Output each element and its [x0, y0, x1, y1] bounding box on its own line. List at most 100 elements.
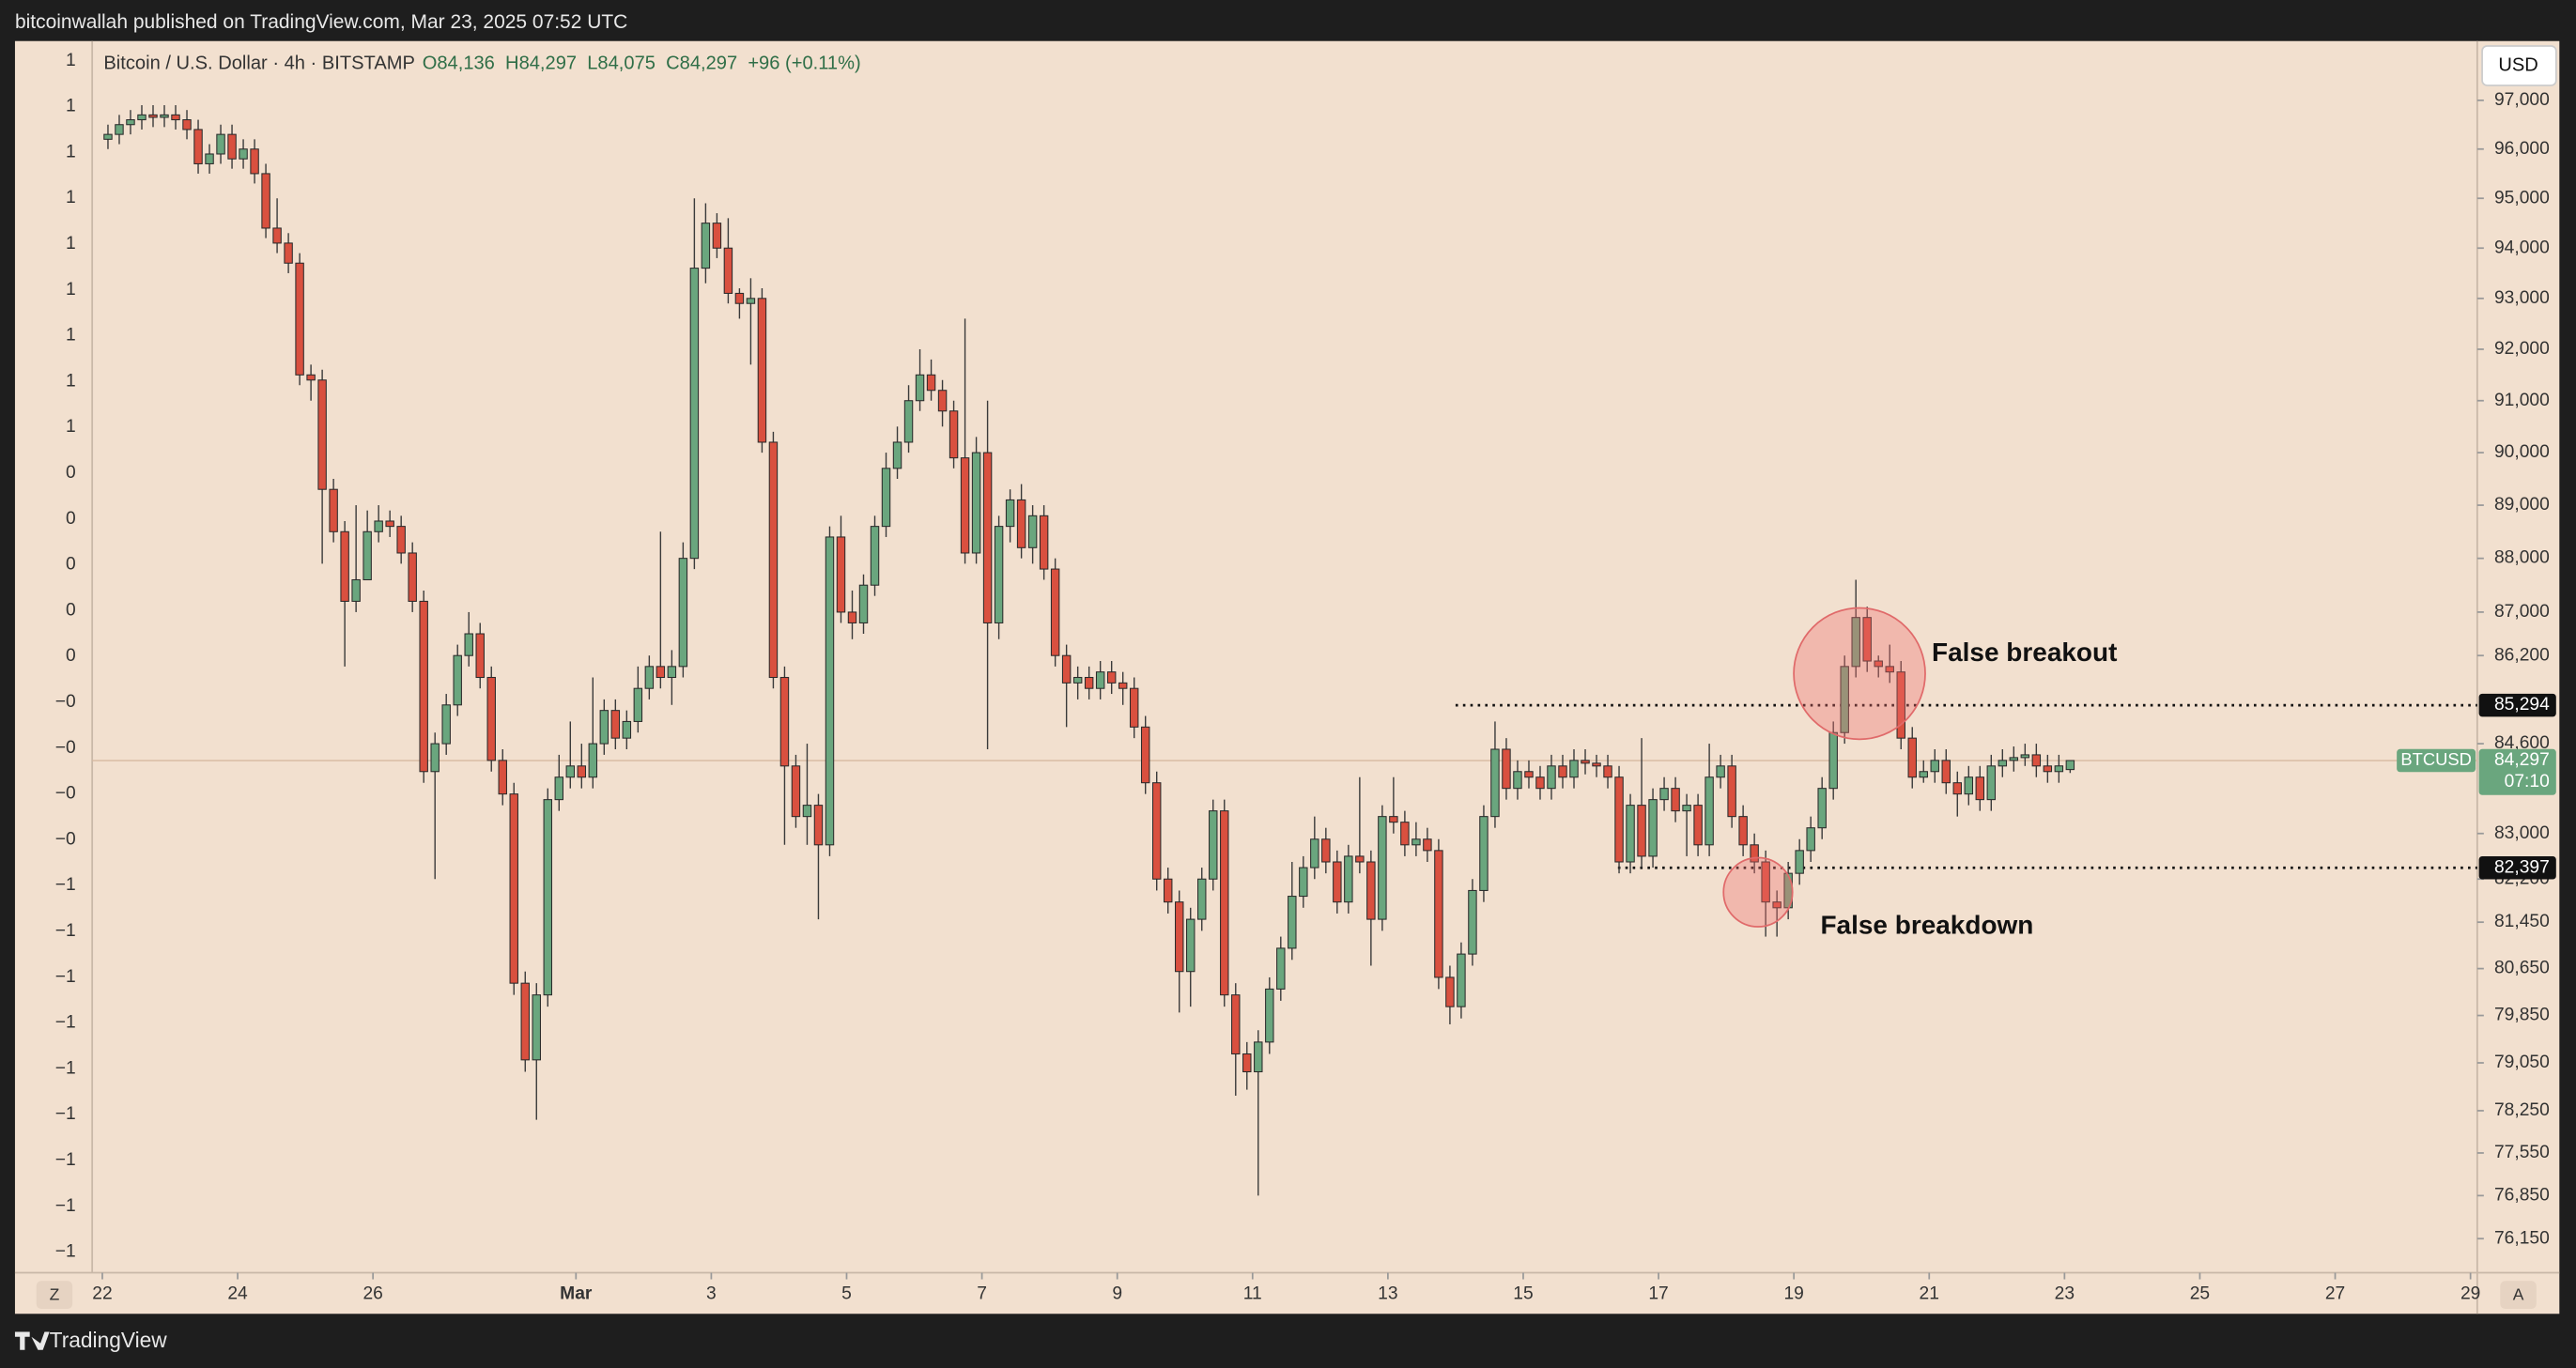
y-tick-label: 83,000: [2494, 823, 2550, 843]
zoom-button[interactable]: [36, 1281, 73, 1310]
countdown-label: 07:10: [2505, 772, 2550, 792]
x-tick-label: 26: [362, 1283, 382, 1303]
candle-body: [1095, 671, 1105, 689]
y-tick-label: 78,250: [2494, 1100, 2550, 1120]
candle-body: [284, 242, 293, 264]
candle-body: [1039, 515, 1049, 570]
candle-body: [1558, 765, 1567, 778]
currency-button[interactable]: [2481, 45, 2557, 86]
candle-body: [1490, 748, 1500, 818]
y-tick-label: 87,000: [2494, 602, 2550, 622]
candle-body: [1288, 896, 1297, 949]
candle-body: [656, 666, 666, 679]
x-tick-label: 22: [92, 1283, 112, 1303]
left-axis-label: −1: [55, 1104, 76, 1124]
candle-body: [813, 805, 824, 846]
candle-body: [588, 743, 598, 778]
candle-body: [1896, 671, 1905, 739]
candle-body: [182, 119, 192, 131]
candle-body: [1603, 765, 1612, 778]
left-axis-label: 1: [66, 97, 76, 116]
candle-body: [160, 114, 169, 118]
candle-body: [994, 526, 1004, 623]
candle-body: [734, 292, 745, 304]
symbol-box: [2397, 748, 2476, 773]
y-tick-label: 97,000: [2494, 90, 2550, 110]
candle-body: [1547, 765, 1556, 790]
x-tick-label: 5: [841, 1283, 852, 1303]
x-tick-label: 27: [2325, 1283, 2345, 1303]
level-label: 82,397: [2494, 857, 2550, 877]
candle-body: [610, 710, 621, 739]
candle-body: [1355, 855, 1365, 863]
annotation-circle: [1793, 607, 1926, 741]
candle-body: [509, 793, 518, 984]
brand-logo: [14, 1331, 50, 1350]
candle-body: [486, 676, 496, 761]
candle-body: [892, 441, 902, 469]
candle-body: [1400, 822, 1410, 846]
candle-body: [475, 633, 485, 679]
candle-body: [1411, 838, 1421, 846]
candle-body: [1186, 918, 1195, 973]
left-axis-label: −1: [55, 1242, 76, 1262]
y-tick-label: 86,200: [2494, 645, 2550, 665]
candle-body: [903, 400, 914, 443]
candle-body: [1016, 499, 1026, 548]
candle-body: [1806, 827, 1815, 852]
candle-body: [926, 374, 936, 392]
candle-body: [306, 374, 316, 381]
candle-body: [1738, 816, 1748, 846]
candle-body: [1704, 776, 1714, 846]
candle-body: [870, 526, 880, 586]
left-axis-label: 1: [66, 326, 76, 346]
x-tick-label: 17: [1648, 1283, 1668, 1303]
candle-body: [1952, 782, 1963, 795]
x-tick-label: 23: [2055, 1283, 2075, 1303]
candle-body: [239, 148, 248, 160]
left-axis-label: 1: [66, 280, 76, 300]
candle-body: [746, 298, 756, 304]
auto-label: A: [2513, 1285, 2524, 1304]
candle-body: [1524, 771, 1534, 778]
candle-body: [633, 687, 643, 722]
candle-body: [825, 536, 835, 846]
candle-body: [1434, 850, 1443, 978]
brand-name: TradingView: [50, 1328, 168, 1352]
left-axis-label: 1: [66, 188, 76, 208]
candle-body: [1265, 988, 1274, 1043]
candle-body: [2009, 757, 2019, 761]
annotation-circle: [1722, 856, 1794, 928]
candle-body: [1276, 947, 1286, 990]
candle-body: [565, 765, 576, 778]
level-label-box: [2478, 693, 2556, 717]
candle-body: [960, 457, 970, 554]
candle-body: [982, 452, 993, 623]
candle-body: [1750, 844, 1759, 863]
auto-button[interactable]: [2500, 1281, 2537, 1310]
candle-body: [498, 760, 507, 795]
candle-body: [1050, 568, 1060, 656]
x-tick-label: 19: [1783, 1283, 1803, 1303]
y-tick-label: 76,850: [2494, 1185, 2550, 1205]
left-axis-label: −0: [55, 738, 76, 758]
candle-body: [554, 776, 564, 801]
candle-body: [678, 558, 688, 668]
left-axis-label: −0: [55, 829, 76, 849]
candle-body: [1716, 765, 1725, 778]
candle-body: [453, 654, 462, 706]
zoom-label: Z: [50, 1285, 60, 1304]
candle-body: [667, 666, 677, 679]
y-tick-label: 90,000: [2494, 442, 2550, 462]
candle-body: [723, 247, 733, 294]
candle-body: [1772, 901, 1782, 909]
y-tick-label: 95,000: [2494, 188, 2550, 208]
candle-body: [1061, 654, 1072, 684]
candle-body: [1457, 953, 1466, 1007]
left-axis-label: −1: [55, 967, 76, 987]
y-tick-label: 76,150: [2494, 1228, 2550, 1248]
candle-body: [532, 994, 541, 1061]
y-tick-label: 79,850: [2494, 1006, 2550, 1025]
candle-body: [1175, 901, 1184, 973]
left-axis-label: 1: [66, 417, 76, 437]
